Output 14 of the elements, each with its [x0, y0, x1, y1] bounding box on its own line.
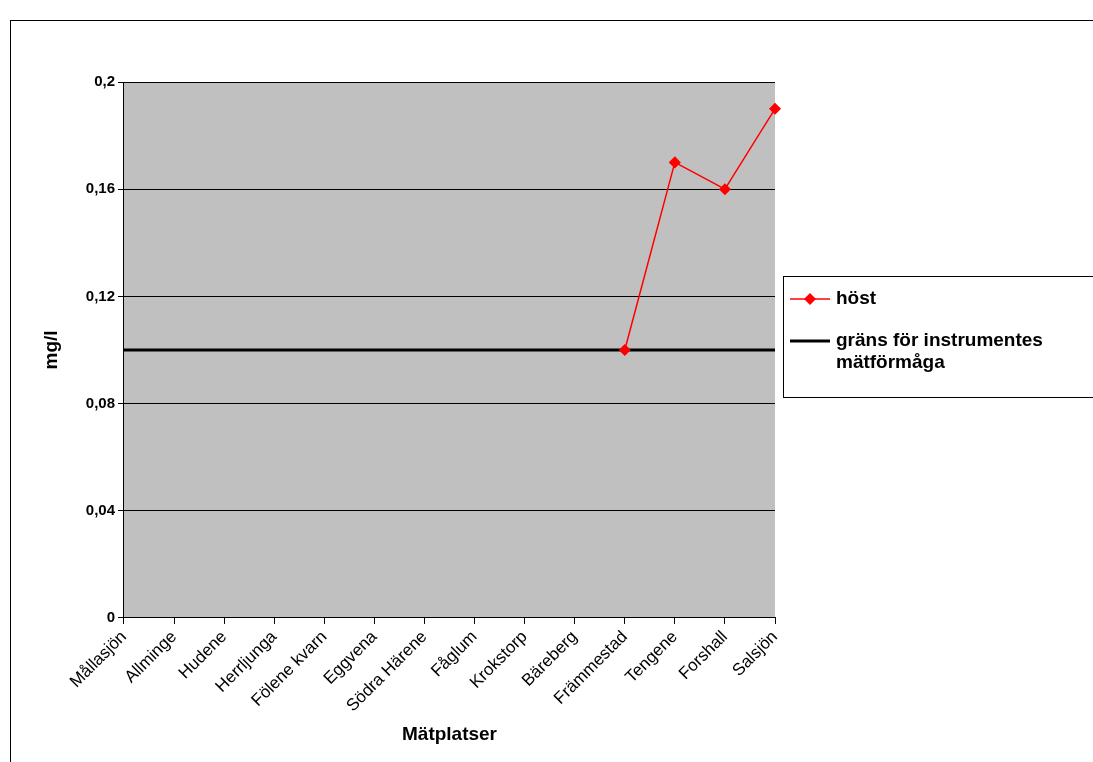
point	[769, 103, 781, 115]
y-tick-label: 0	[106, 608, 115, 626]
point	[669, 156, 681, 169]
point	[619, 344, 631, 356]
y-tick-label: 0,16	[85, 179, 115, 197]
point	[719, 183, 731, 195]
y-tick-label: 0,08	[85, 393, 115, 411]
x-axis-title: Mätplatser	[401, 722, 498, 744]
y-tick-label: 0,04	[85, 500, 116, 518]
y-tick-label: 0,2	[94, 72, 115, 90]
legend-label: gräns för instrumentes mätförmåga	[836, 329, 1044, 373]
y-axis-title: mg/l	[39, 330, 61, 370]
legend-label: höst	[836, 287, 877, 309]
y-tick-label: 0,12	[85, 286, 115, 304]
